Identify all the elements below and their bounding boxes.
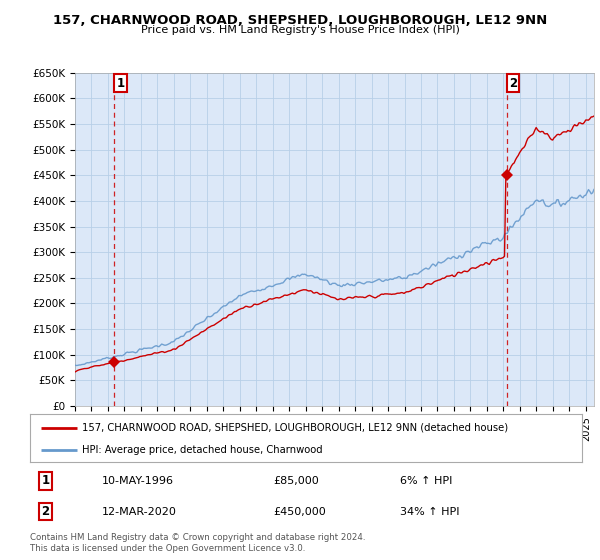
Text: 2: 2: [41, 505, 50, 518]
Text: 157, CHARNWOOD ROAD, SHEPSHED, LOUGHBOROUGH, LE12 9NN: 157, CHARNWOOD ROAD, SHEPSHED, LOUGHBORO…: [53, 14, 547, 27]
Text: 34% ↑ HPI: 34% ↑ HPI: [400, 507, 460, 517]
Text: 1: 1: [116, 77, 125, 90]
Text: £450,000: £450,000: [273, 507, 326, 517]
Text: Contains HM Land Registry data © Crown copyright and database right 2024.
This d: Contains HM Land Registry data © Crown c…: [30, 533, 365, 553]
Text: 1: 1: [41, 474, 50, 487]
Text: 2: 2: [509, 77, 517, 90]
Text: 157, CHARNWOOD ROAD, SHEPSHED, LOUGHBOROUGH, LE12 9NN (detached house): 157, CHARNWOOD ROAD, SHEPSHED, LOUGHBORO…: [82, 423, 509, 433]
Text: £85,000: £85,000: [273, 476, 319, 486]
Text: 6% ↑ HPI: 6% ↑ HPI: [400, 476, 452, 486]
Text: Price paid vs. HM Land Registry's House Price Index (HPI): Price paid vs. HM Land Registry's House …: [140, 25, 460, 35]
Text: 12-MAR-2020: 12-MAR-2020: [102, 507, 176, 517]
Text: 10-MAY-1996: 10-MAY-1996: [102, 476, 174, 486]
Text: HPI: Average price, detached house, Charnwood: HPI: Average price, detached house, Char…: [82, 445, 323, 455]
